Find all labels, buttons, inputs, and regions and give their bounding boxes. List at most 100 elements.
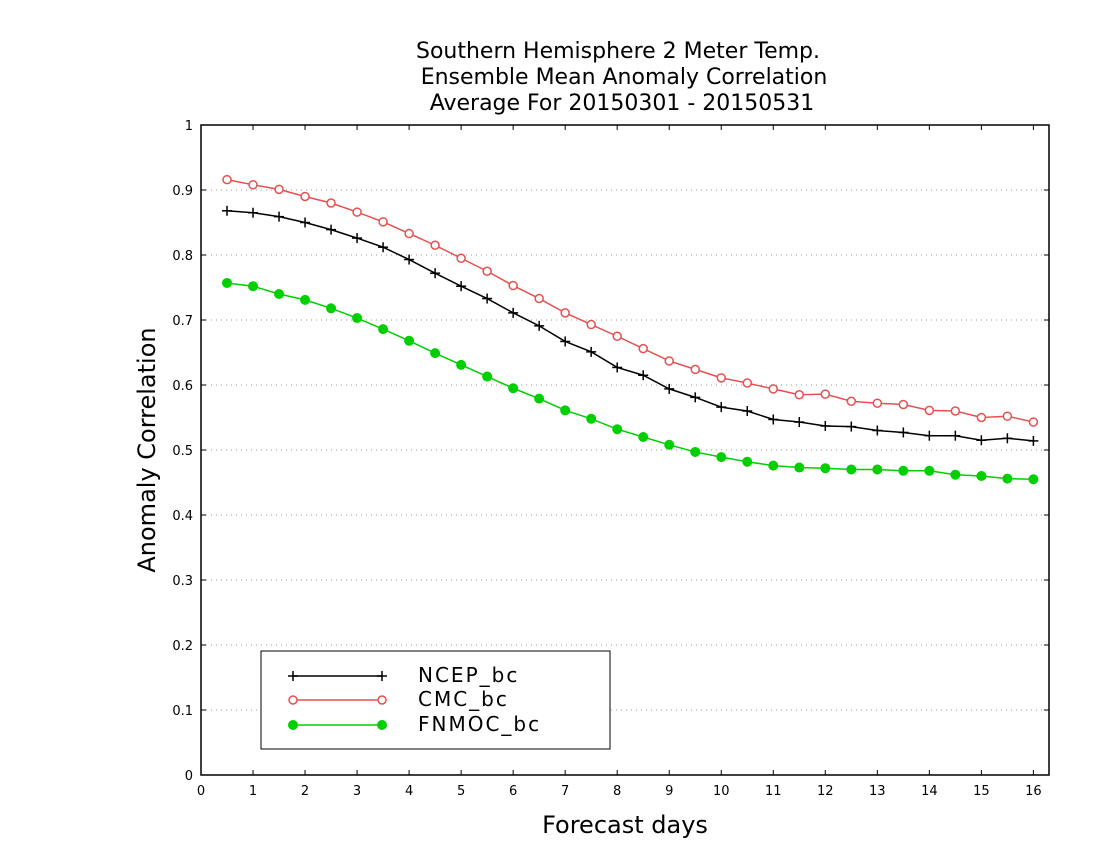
x-tick-label: 1 [249,784,257,799]
y-tick-label: 1 [185,119,193,134]
series-cmc-bc [222,174,1039,427]
legend-label-cmc: CMC_bc [418,687,509,711]
data-point [430,348,441,359]
data-point [508,307,519,318]
data-point [456,359,467,370]
chart-title-line-1: Southern Hemisphere 2 Meter Temp. [416,39,820,64]
data-point [950,406,961,416]
data-point [274,289,285,299]
data-point [742,378,753,388]
data-point [430,268,441,279]
x-tick-label: 9 [665,784,673,799]
data-point [716,402,727,413]
data-point [742,406,753,416]
data-point [846,396,857,406]
data-point [924,465,935,476]
data-point [1002,433,1013,444]
legend-marker [377,695,387,705]
x-tick-label: 12 [817,784,834,799]
y-tick-label: 0.6 [172,379,193,394]
data-point [352,207,362,217]
y-tick-label: 0.2 [172,639,193,654]
series-line [226,282,1034,480]
x-tick-label: 7 [561,784,569,799]
chart-title: Southern Hemisphere 2 Meter Temp. Ensemb… [416,39,827,116]
data-point [560,405,571,416]
x-tick-label: 5 [457,784,465,799]
data-point [976,412,987,423]
data-point [638,343,648,354]
data-point [326,303,337,314]
data-point [1028,474,1039,485]
data-point [456,253,466,263]
data-point [872,464,883,475]
y-tick-label: 0.3 [172,574,193,589]
x-tick-label: 0 [197,784,205,799]
y-axis-label: Anomaly Correlation [133,327,161,572]
data-point [222,205,233,216]
data-point [872,425,883,436]
data-point [534,320,545,331]
data-point [300,217,311,228]
series-ncep-bc [222,205,1039,446]
data-point [274,184,284,195]
data-point [664,356,674,366]
y-tick-label: 0.8 [172,249,193,264]
legend-marker [377,671,387,681]
data-point [482,293,493,304]
data-point [794,462,805,473]
legend-samples [288,671,387,730]
data-point [976,471,987,481]
x-tick-label: 15 [973,784,990,799]
data-point [924,430,935,441]
x-tick-label: 6 [509,784,517,799]
data-point [482,266,492,276]
x-tick-label: 4 [405,784,413,799]
data-point [300,191,310,202]
data-point [690,364,700,375]
data-point [820,420,831,431]
y-tick-label: 0.4 [172,509,193,524]
data-point [352,313,363,324]
data-point [248,281,259,292]
data-point [638,432,649,442]
data-point [768,460,779,471]
data-point [300,294,311,305]
data-point [586,319,596,330]
data-point [560,336,571,347]
data-point [612,331,622,341]
x-tick-label: 8 [613,784,621,799]
data-point [976,435,987,446]
data-point [950,430,961,441]
data-point [378,324,389,335]
y-tick-label: 0.5 [172,444,193,459]
data-point [404,228,414,239]
series-fnmoc-bc [222,277,1039,485]
data-point [274,211,285,222]
data-point [664,439,675,450]
y-tick-label: 0.1 [172,704,193,719]
y-tick-label: 0.9 [172,184,193,199]
data-point [378,217,388,227]
gridlines [201,189,1049,711]
data-point [1028,417,1039,427]
data-point [690,446,701,457]
data-point [404,254,415,265]
data-point [352,233,363,244]
data-point [586,413,597,424]
data-point [508,383,519,394]
data-point [820,389,831,399]
legend-marker [377,720,387,730]
chart-title-line-2: Ensemble Mean Anomaly Correlation [421,65,828,90]
x-tick-label: 2 [301,784,309,799]
data-point [1002,411,1013,421]
x-tick-label: 3 [353,784,361,799]
data-point [482,371,493,382]
data-point [820,463,831,474]
y-axis: 0 0.1 0.2 0.3 0.4 0.5 0.6 0.7 0.8 0.9 1 [172,119,1049,784]
data-point [898,465,909,476]
data-point [248,180,258,190]
y-tick-label: 0 [185,769,193,784]
chart-title-line-3: Average For 20150301 - 20150531 [430,91,815,116]
